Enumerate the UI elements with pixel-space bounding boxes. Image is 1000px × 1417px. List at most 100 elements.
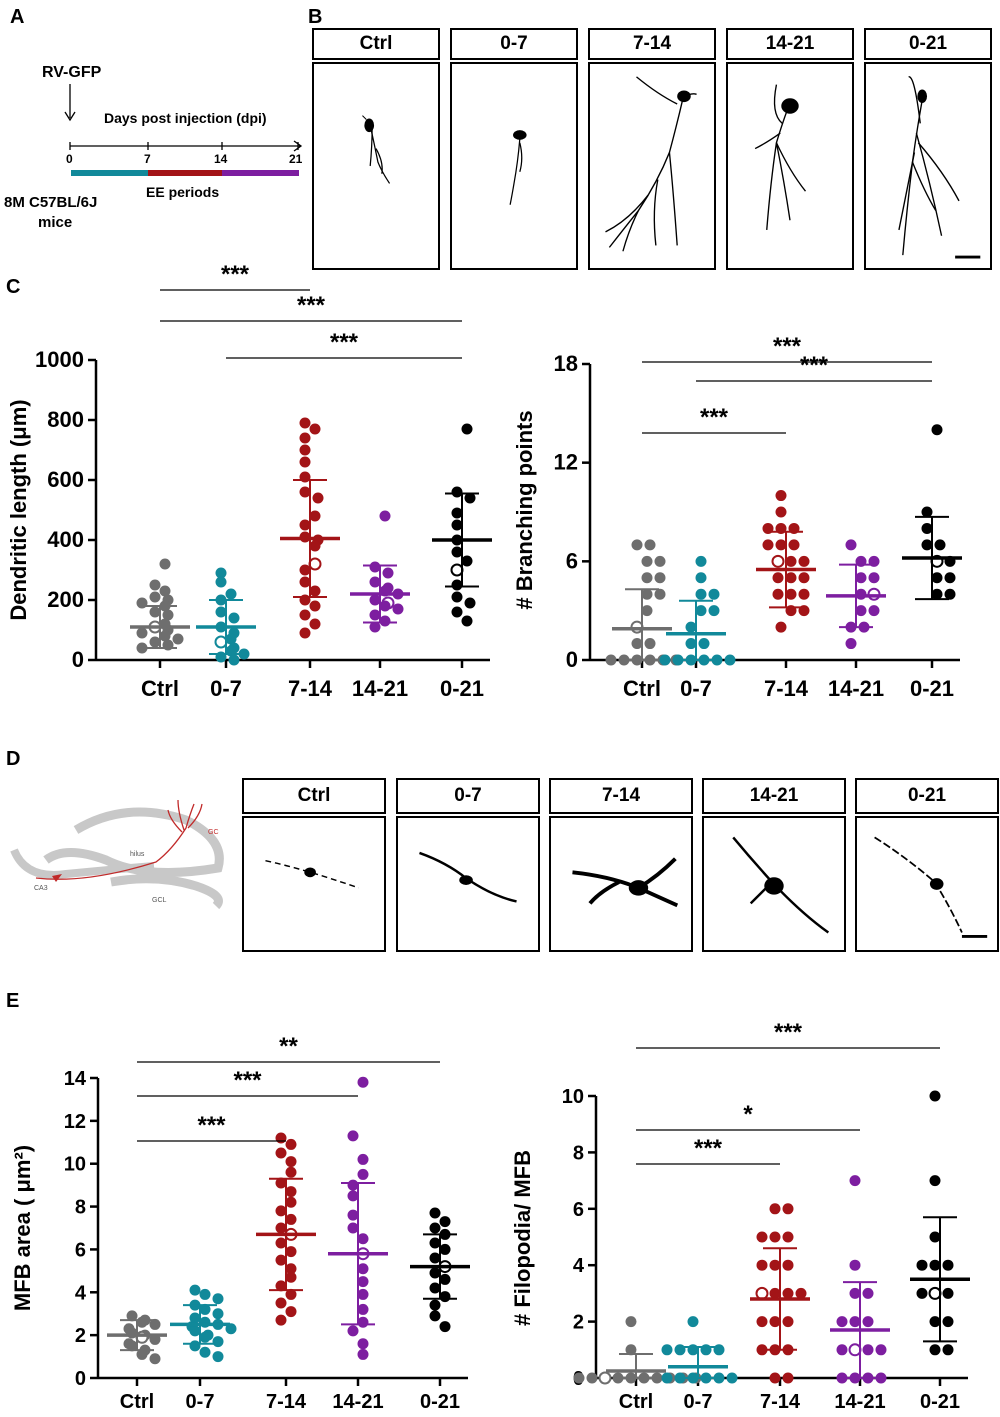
branching-data-point xyxy=(868,605,880,617)
branching-data-point xyxy=(695,555,707,567)
filopodia-significance-label: * xyxy=(743,1101,753,1128)
filopodia-x-tick-label: 0-21 xyxy=(920,1391,960,1413)
dendritic-series-14-21 xyxy=(350,510,410,633)
branching-significance-label: *** xyxy=(800,352,829,379)
filopodia-data-point xyxy=(756,1259,768,1271)
mfb-y-tick-label: 12 xyxy=(64,1111,86,1133)
branching-data-point xyxy=(934,539,946,551)
mfb-data-point xyxy=(357,1303,369,1315)
branching-data-point xyxy=(855,605,867,617)
dendritic-y-tick-label: 200 xyxy=(47,587,84,612)
filopodia-series-0-21 xyxy=(910,1090,970,1356)
dendritic-data-point xyxy=(299,627,311,639)
branching-data-point xyxy=(855,572,867,584)
dendritic-y-tick-label: 400 xyxy=(47,527,84,552)
filopodia-x-tick-label: 0-7 xyxy=(684,1391,713,1413)
branching-data-point xyxy=(771,554,785,568)
timeline-injection-label: RV-GFP xyxy=(42,64,102,81)
mfb-data-point xyxy=(136,1316,148,1328)
dendritic-data-point xyxy=(172,633,184,645)
dendritic-data-point xyxy=(309,600,321,612)
filopodia-data-point xyxy=(625,1344,637,1356)
filopodia-y-tick-label: 6 xyxy=(573,1199,584,1221)
mfb-data-point xyxy=(357,1168,369,1180)
dendritic-data-point xyxy=(369,609,381,621)
branching-data-point xyxy=(631,638,643,650)
dendritic-data-point xyxy=(312,492,324,504)
branching-chart: 0 6 12 18 # Branching points Ctrl 0-7 7-14 14-21… xyxy=(512,333,962,701)
mfb-y-tick-label: 2 xyxy=(75,1325,86,1347)
filopodia-data-point xyxy=(848,1343,862,1357)
dendritic-data-point xyxy=(369,576,381,588)
mfb-image-0-7 xyxy=(396,816,540,952)
filopodia-y-tick-label: 8 xyxy=(573,1142,584,1164)
dendritic-data-point xyxy=(309,510,321,522)
mfb-image-7-14 xyxy=(549,816,693,952)
filopodia-data-point xyxy=(836,1344,848,1356)
branching-data-point xyxy=(931,424,943,436)
filopodia-data-point xyxy=(661,1372,673,1384)
mfb-series-7-14 xyxy=(256,1132,316,1326)
mfb-x-tick-label: 0-21 xyxy=(420,1391,460,1413)
dendritic-data-point xyxy=(379,615,391,627)
dendritic-data-point xyxy=(369,561,381,573)
filopodia-data-point xyxy=(875,1372,887,1384)
dendritic-data-point xyxy=(214,635,228,649)
mfb-x-tick-label: 7-14 xyxy=(266,1391,307,1413)
mfb-y-tick-label: 14 xyxy=(64,1068,87,1090)
filopodia-data-point xyxy=(849,1175,861,1187)
mfb-data-point xyxy=(275,1147,287,1159)
branching-data-point xyxy=(695,605,707,617)
filopodia-data-point xyxy=(849,1316,861,1328)
branching-data-point xyxy=(798,555,810,567)
branching-data-point xyxy=(798,588,810,600)
filopodia-data-point xyxy=(769,1287,781,1299)
mfb-data-point xyxy=(189,1340,201,1352)
filopodia-y-label: # Filopodia/ MFB xyxy=(510,1150,535,1326)
mfb-data-point xyxy=(285,1271,297,1283)
mfb-data-point xyxy=(357,1233,369,1245)
mfb-y-tick-label: 10 xyxy=(64,1154,86,1176)
schematic-ca3-label: CA3 xyxy=(34,885,48,892)
timeline-tick-0: 0 xyxy=(66,152,73,166)
mfb-data-point xyxy=(357,1276,369,1288)
mfb-significance-label: *** xyxy=(197,1112,226,1139)
dendritic-data-point xyxy=(382,567,394,579)
filopodia-data-point xyxy=(756,1316,768,1328)
filopodia-data-point xyxy=(769,1316,781,1328)
mfb-data-point xyxy=(126,1310,138,1322)
filopodia-y-tick-label: 2 xyxy=(573,1312,584,1334)
schematic-hilus-label: hilus xyxy=(130,851,145,858)
dendritic-data-point xyxy=(451,579,463,591)
mfb-data-point xyxy=(429,1282,441,1294)
mfb-label-ctrl: Ctrl xyxy=(242,778,386,814)
mfb-data-point xyxy=(285,1196,297,1208)
dendritic-data-point xyxy=(309,540,321,552)
dendritic-data-point xyxy=(451,606,463,618)
dendritic-series-Ctrl xyxy=(130,558,190,654)
mfb-data-point xyxy=(212,1351,224,1363)
branching-series-14-21 xyxy=(826,539,886,650)
filopodia-data-point xyxy=(942,1316,954,1328)
branching-data-point xyxy=(921,522,933,534)
filopodia-data-point xyxy=(862,1287,874,1299)
dendritic-data-point xyxy=(149,579,161,591)
dendritic-series-0-21 xyxy=(432,423,492,627)
mfb-data-point xyxy=(439,1243,451,1255)
filopodia-data-point xyxy=(612,1372,624,1384)
dendritic-data-point xyxy=(149,606,161,618)
mfb-data-point xyxy=(285,1166,297,1178)
mfb-significance-label: *** xyxy=(233,1067,262,1094)
dendritic-significance-label: *** xyxy=(221,261,250,288)
branching-data-point xyxy=(641,555,653,567)
branching-data-point xyxy=(931,572,943,584)
branching-data-point xyxy=(785,572,797,584)
filopodia-data-point xyxy=(928,1286,942,1300)
branching-data-point xyxy=(921,506,933,518)
filopodia-data-point xyxy=(862,1344,874,1356)
branching-data-point xyxy=(644,638,656,650)
filopodia-data-point xyxy=(713,1372,725,1384)
filopodia-data-point xyxy=(756,1231,768,1243)
dendritic-data-point xyxy=(451,519,463,531)
dendritic-data-point xyxy=(299,456,311,468)
